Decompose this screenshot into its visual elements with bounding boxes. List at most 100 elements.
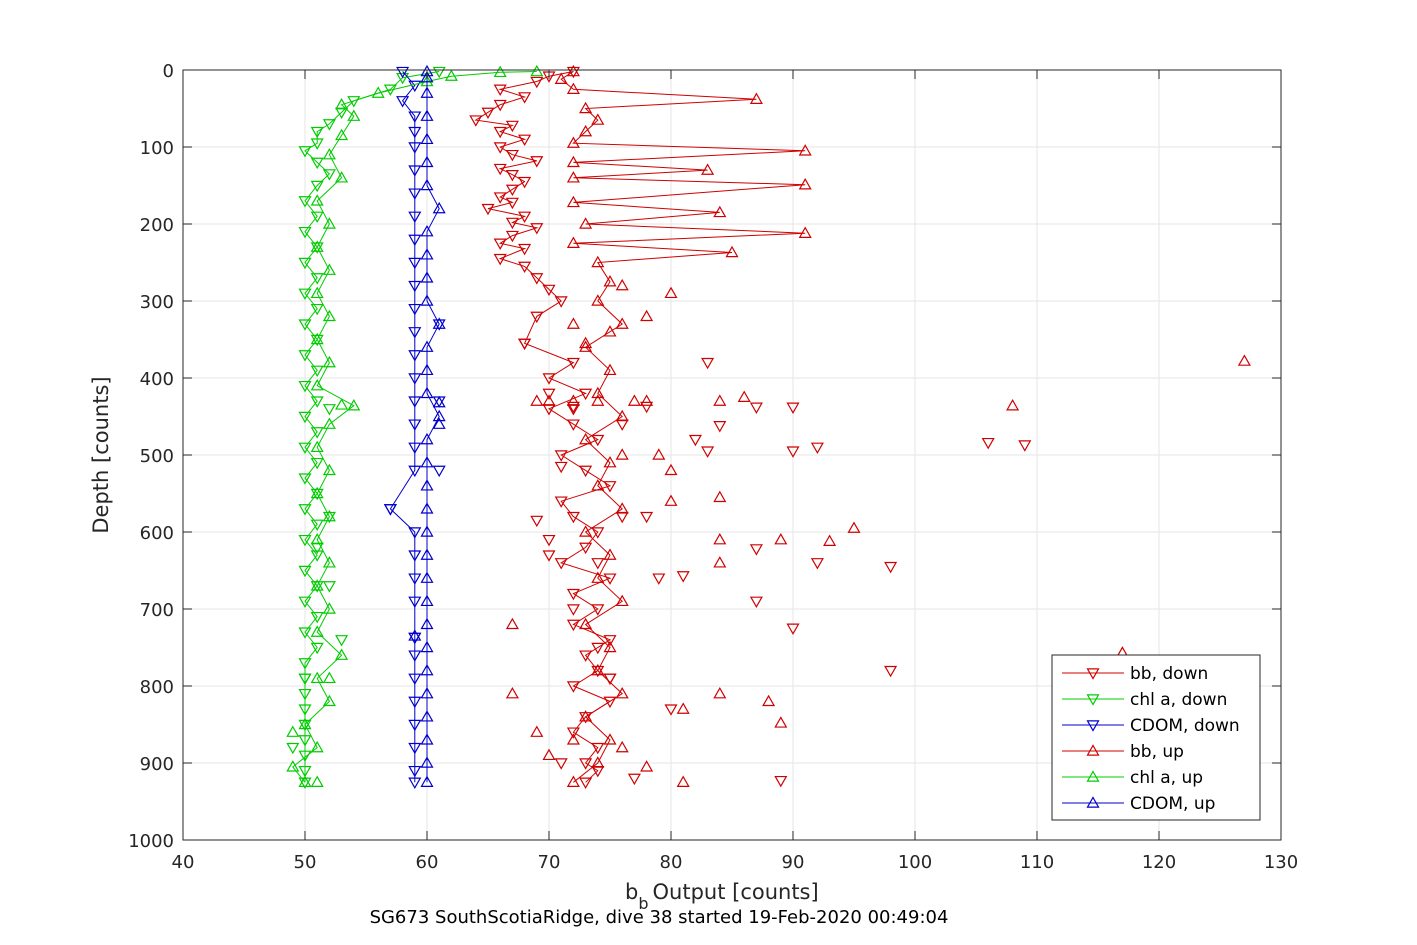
- data-point: [884, 561, 898, 574]
- data-point: [420, 178, 434, 191]
- legend-label: chl a, up: [1130, 768, 1203, 788]
- data-point: [652, 448, 666, 460]
- data-point: [493, 192, 507, 204]
- data-point: [310, 542, 324, 555]
- x-tick-label: 110: [1020, 852, 1054, 873]
- data-point: [298, 777, 312, 789]
- legend-label: CDOM, down: [1130, 716, 1240, 736]
- data-point: [579, 388, 593, 401]
- data-point: [530, 223, 544, 235]
- y-tick-label: 800: [140, 677, 174, 698]
- data-point: [603, 635, 617, 647]
- legend-box: [1051, 654, 1261, 821]
- data-point: [408, 373, 422, 385]
- data-point: [518, 176, 532, 189]
- data-point: [566, 171, 580, 183]
- data-point: [554, 758, 568, 770]
- data-point: [640, 394, 654, 406]
- legend-marker: [1086, 694, 1100, 706]
- data-point: [664, 704, 678, 716]
- data-point: [432, 465, 446, 478]
- data-point: [420, 594, 434, 607]
- data-point: [823, 534, 837, 546]
- data-point: [749, 402, 763, 414]
- data-point: [420, 248, 434, 260]
- data-point: [640, 309, 654, 322]
- y-tick-label: 500: [140, 446, 174, 467]
- data-point: [432, 317, 446, 329]
- data-point: [298, 534, 312, 547]
- data-point: [408, 165, 422, 177]
- data-point: [615, 278, 629, 291]
- data-point: [347, 109, 361, 121]
- data-point: [591, 642, 605, 655]
- data-point: [493, 238, 507, 250]
- data-point: [591, 386, 605, 399]
- data-point: [615, 448, 629, 460]
- data-point: [579, 777, 593, 789]
- data-point: [432, 417, 446, 429]
- data-point: [286, 742, 300, 755]
- data-point: [566, 394, 580, 406]
- data-point: [713, 490, 727, 503]
- data-point: [493, 253, 507, 266]
- y-tick-label: 400: [140, 369, 174, 390]
- data-point: [420, 775, 434, 787]
- data-point: [298, 411, 312, 424]
- data-point: [676, 702, 690, 714]
- data-point: [579, 758, 593, 770]
- data-point: [603, 363, 617, 376]
- data-point: [322, 556, 336, 568]
- data-point: [798, 178, 812, 190]
- data-point: [420, 525, 434, 537]
- legend-marker: [1086, 770, 1100, 782]
- data-point: [505, 217, 519, 230]
- data-point: [554, 496, 568, 508]
- data-point: [481, 107, 495, 120]
- data-point: [798, 144, 812, 156]
- data-point: [432, 66, 446, 79]
- data-point: [298, 473, 312, 485]
- data-point: [420, 479, 434, 491]
- data-point: [286, 725, 300, 737]
- data-point: [420, 455, 434, 468]
- x-axis-label-subscript: b: [638, 894, 648, 913]
- data-point: [530, 273, 544, 285]
- data-point: [981, 437, 995, 450]
- data-point: [444, 69, 458, 81]
- data-point: [298, 688, 312, 701]
- data-point: [530, 311, 544, 324]
- legend-entry: chl a, up: [1062, 768, 1203, 788]
- data-point: [298, 673, 312, 686]
- data-point: [322, 417, 336, 429]
- data-point: [530, 394, 544, 406]
- data-point: [640, 511, 654, 524]
- data-point: [286, 760, 300, 772]
- data-point: [408, 719, 422, 732]
- data-point: [530, 64, 544, 77]
- data-point: [298, 380, 312, 393]
- data-point: [493, 65, 507, 78]
- data-point: [530, 515, 544, 528]
- data-point: [627, 773, 641, 786]
- series-line-chl-a-up: [292, 71, 537, 783]
- data-point: [493, 99, 507, 112]
- data-point: [603, 548, 617, 560]
- data-point: [554, 558, 568, 570]
- data-point: [615, 740, 629, 753]
- data-point: [322, 309, 336, 322]
- data-point: [322, 119, 336, 131]
- data-point: [505, 230, 519, 243]
- data-point: [310, 427, 324, 439]
- data-point: [603, 673, 617, 686]
- data-point: [335, 97, 349, 110]
- data-point: [408, 350, 422, 362]
- data-point: [566, 727, 580, 739]
- data-point: [335, 171, 349, 183]
- data-point: [310, 740, 324, 753]
- series-line-chl-a-down: [304, 71, 440, 783]
- data-point: [640, 760, 654, 772]
- data-point: [566, 236, 580, 248]
- data-point: [566, 733, 580, 745]
